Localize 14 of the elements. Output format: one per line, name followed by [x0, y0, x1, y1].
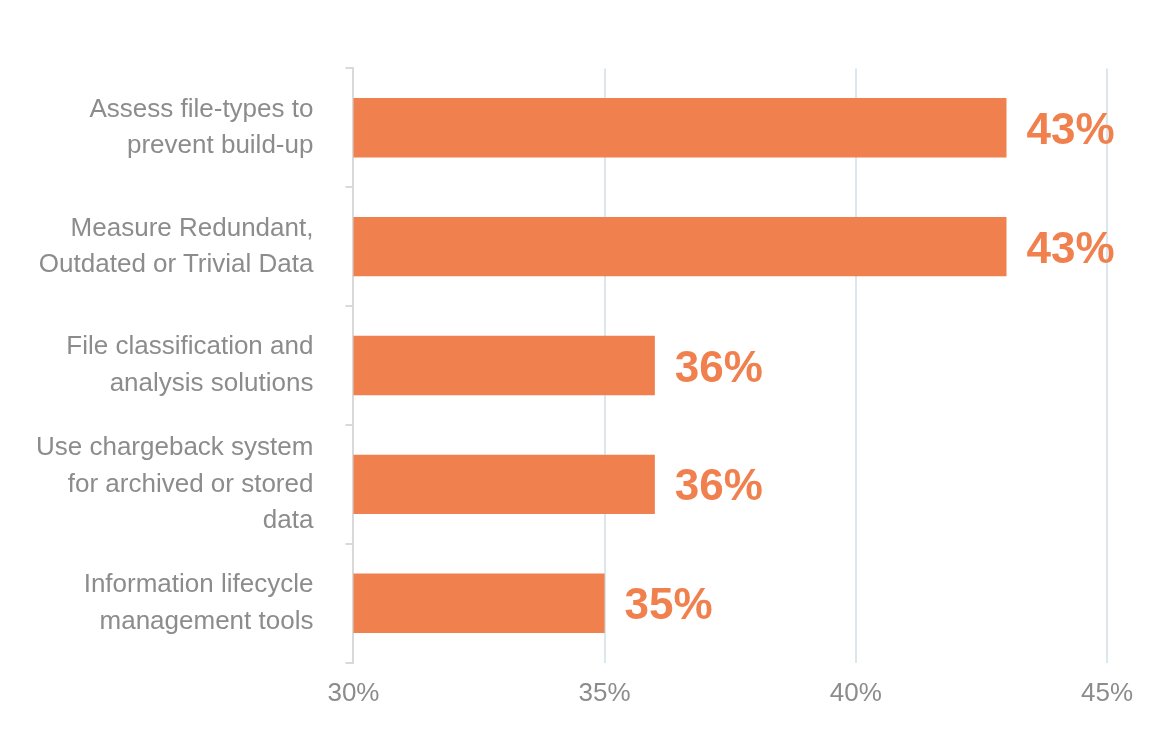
data-label: 36%: [674, 460, 763, 510]
x-tick-label: 45%: [1080, 677, 1133, 708]
data-label: 36%: [674, 341, 763, 391]
y-tick-label: Use chargeback system for archived or stored data: [35, 431, 314, 534]
y-tick-label: Assess file-types to prevent build-up: [89, 92, 314, 160]
x-tick-label: 35%: [578, 677, 631, 708]
y-tick-label: File classification and analysis solutions: [66, 330, 314, 397]
y-tick-label: Measure Redundant, Outdated or Trivial Data: [38, 211, 314, 279]
data-label: 35%: [624, 579, 713, 629]
x-tick-label: 30%: [327, 677, 380, 708]
data-label: 43%: [1026, 222, 1115, 272]
y-tick-label: Information lifecycle management tools: [83, 568, 314, 635]
data-label: 43%: [1026, 103, 1115, 153]
x-tick-label: 40%: [829, 677, 882, 708]
